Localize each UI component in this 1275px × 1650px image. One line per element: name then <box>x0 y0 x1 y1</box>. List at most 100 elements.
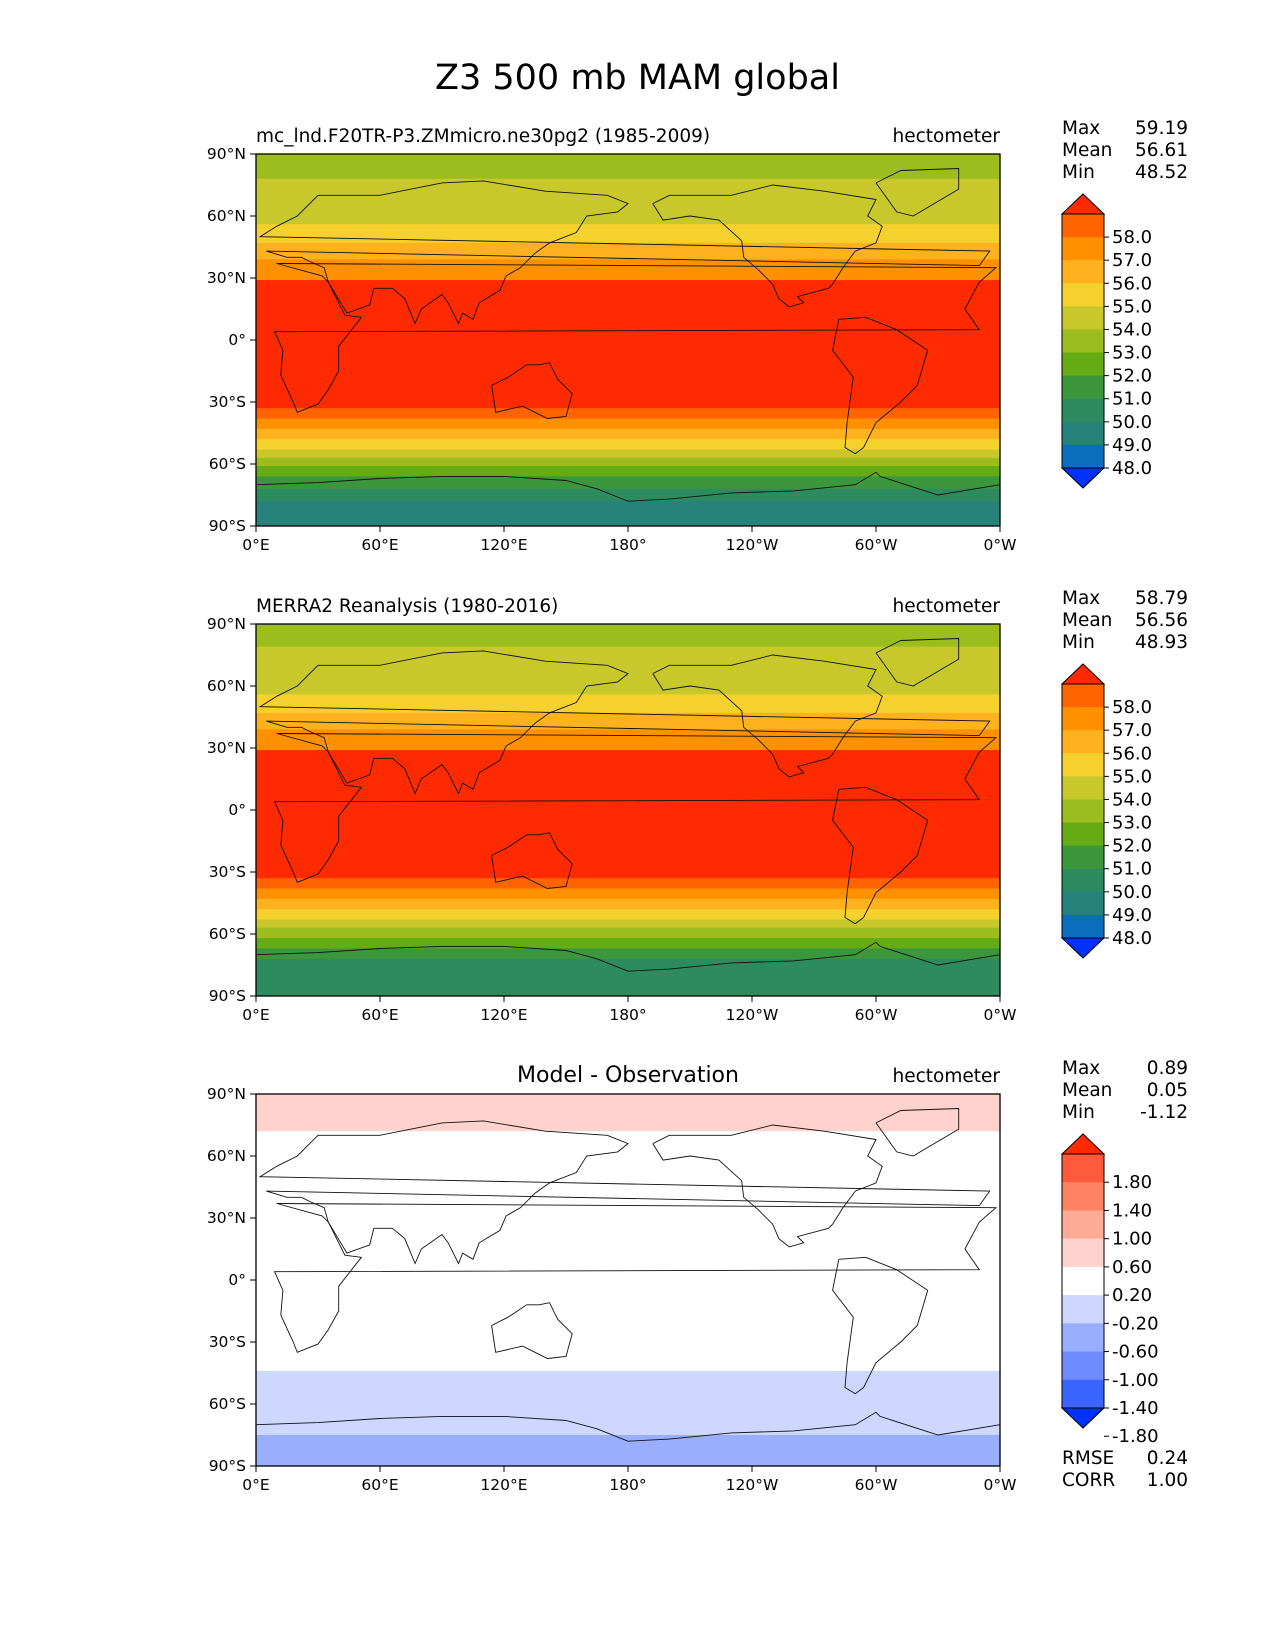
colorbar-segment <box>1062 398 1104 423</box>
map-field <box>256 624 1000 996</box>
colorbar-label: 58.0 <box>1112 227 1152 248</box>
stat-value-max: 0.89 <box>1147 1058 1188 1079</box>
x-tick-label: 120°W <box>726 1476 779 1494</box>
colorbar-label: 1.00 <box>1112 1229 1152 1250</box>
field-band <box>256 958 1000 996</box>
y-tick-label: 60°S <box>209 455 246 473</box>
field-band <box>256 948 1000 960</box>
field-band <box>256 1094 1000 1132</box>
coastline <box>258 650 991 795</box>
panel-model: mc_lnd.F20TR-P3.ZMmicro.ne30pg2 (1985-20… <box>207 118 1188 554</box>
colorbar-label: -0.60 <box>1112 1342 1159 1363</box>
stat-label-mean: Mean <box>1062 610 1112 631</box>
x-tick-label: 60°W <box>855 1006 898 1024</box>
colorbar-segment <box>1062 214 1104 238</box>
y-tick-label: 30°N <box>207 739 246 757</box>
corr-value: 1.00 <box>1147 1470 1188 1491</box>
field-band <box>256 280 1000 409</box>
colorbar-label: 49.0 <box>1112 905 1152 926</box>
y-tick-label: 60°S <box>209 925 246 943</box>
colorbar-segment <box>1062 868 1104 893</box>
x-tick-label: 120°E <box>480 1476 527 1494</box>
colorbar-label: 53.0 <box>1112 343 1152 364</box>
colorbar-label: 49.0 <box>1112 435 1152 456</box>
colorbar-label: 56.0 <box>1112 273 1152 294</box>
colorbar-label: 0.20 <box>1112 1285 1152 1306</box>
stat-label-mean: Mean <box>1062 1080 1112 1101</box>
colorbar: 1.80 1.40 1.00 0.60 0.20 -0.20 -0.60 -1.00 -1.40… <box>1060 1133 1159 1447</box>
field-band <box>256 888 1000 900</box>
x-tick-label: 0°E <box>242 1006 269 1024</box>
colorbar-label: 1.80 <box>1112 1172 1152 1193</box>
colorbar-segment <box>1062 444 1104 469</box>
x-tick-label: 60°W <box>855 1476 898 1494</box>
stat-value-max: 58.79 <box>1135 588 1188 609</box>
field-band <box>256 449 1000 459</box>
x-tick-label: 0°E <box>242 536 269 554</box>
colorbar-segment <box>1062 891 1104 916</box>
coastline <box>258 1120 991 1265</box>
x-tick-label: 60°E <box>361 536 398 554</box>
colorbar-label: 54.0 <box>1112 319 1152 340</box>
stat-label-max: Max <box>1062 1058 1100 1079</box>
panel-title: mc_lnd.F20TR-P3.ZMmicro.ne30pg2 (1985-20… <box>256 126 710 147</box>
colorbar-segment <box>1062 352 1104 377</box>
y-tick-label: 90°S <box>209 1457 246 1475</box>
x-tick-label: 0°E <box>242 1476 269 1494</box>
field-band <box>256 224 1000 244</box>
y-tick-label: 30°S <box>209 1333 246 1351</box>
field-band <box>256 439 1000 451</box>
coastline <box>832 786 929 925</box>
colorbar-label: 54.0 <box>1112 789 1152 810</box>
field-band <box>256 750 1000 879</box>
field-band <box>256 694 1000 714</box>
coastline <box>258 180 991 325</box>
colorbar-segment <box>1062 799 1104 824</box>
coastline <box>832 316 929 455</box>
colorbar-segment <box>1062 730 1104 754</box>
colorbar-segment <box>1062 1323 1104 1353</box>
units-label: hectometer <box>893 1066 1001 1087</box>
colorbar-segment <box>1062 283 1104 307</box>
panel-obs: MERRA2 Reanalysis (1980-2016) hectometer 0… <box>207 588 1188 1024</box>
field-band <box>256 1370 1000 1436</box>
field-band <box>256 488 1000 502</box>
coastline <box>875 168 960 217</box>
y-tick-label: 30°N <box>207 269 246 287</box>
panel-title: Model - Observation <box>517 1063 739 1088</box>
colorbar-segment <box>1062 707 1104 731</box>
colorbar-label: 50.0 <box>1112 412 1152 433</box>
coastline <box>256 941 1000 972</box>
colorbar-label: 50.0 <box>1112 882 1152 903</box>
colorbar-segment <box>1062 1266 1104 1296</box>
coastline <box>491 362 573 419</box>
colorbar-extend-min <box>1060 937 1106 959</box>
field-band <box>256 501 1000 526</box>
colorbar-segment <box>1062 306 1104 330</box>
colorbar-label: 58.0 <box>1112 697 1152 718</box>
colorbar-label: 51.0 <box>1112 859 1152 880</box>
field-band <box>256 938 1000 950</box>
field-band <box>256 457 1000 467</box>
stat-label-min: Min <box>1062 1102 1095 1123</box>
stat-value-mean: 56.61 <box>1135 140 1188 161</box>
colorbar-segment <box>1062 914 1104 939</box>
panel-diff: Model - Observation hectometer 0°E 60°E 120°… <box>207 1058 1188 1494</box>
coastline <box>491 832 573 889</box>
coastline <box>832 1256 929 1395</box>
colorbar-segment <box>1062 421 1104 446</box>
stat-label-max: Max <box>1062 118 1100 139</box>
field-band <box>256 466 1000 477</box>
colorbar-extend-max <box>1060 1133 1106 1155</box>
stat-value-min: -1.12 <box>1140 1102 1188 1123</box>
y-tick-label: 90°S <box>209 987 246 1005</box>
stat-value-min: 48.52 <box>1135 162 1188 183</box>
colorbar-frame <box>1061 213 1105 469</box>
x-tick-label: 120°E <box>480 536 527 554</box>
field-band <box>256 1131 1000 1372</box>
field-band <box>256 1435 1000 1466</box>
y-tick-label: 90°N <box>207 145 246 163</box>
colorbar-label: 52.0 <box>1112 836 1152 857</box>
stat-value-max: 59.19 <box>1135 118 1188 139</box>
